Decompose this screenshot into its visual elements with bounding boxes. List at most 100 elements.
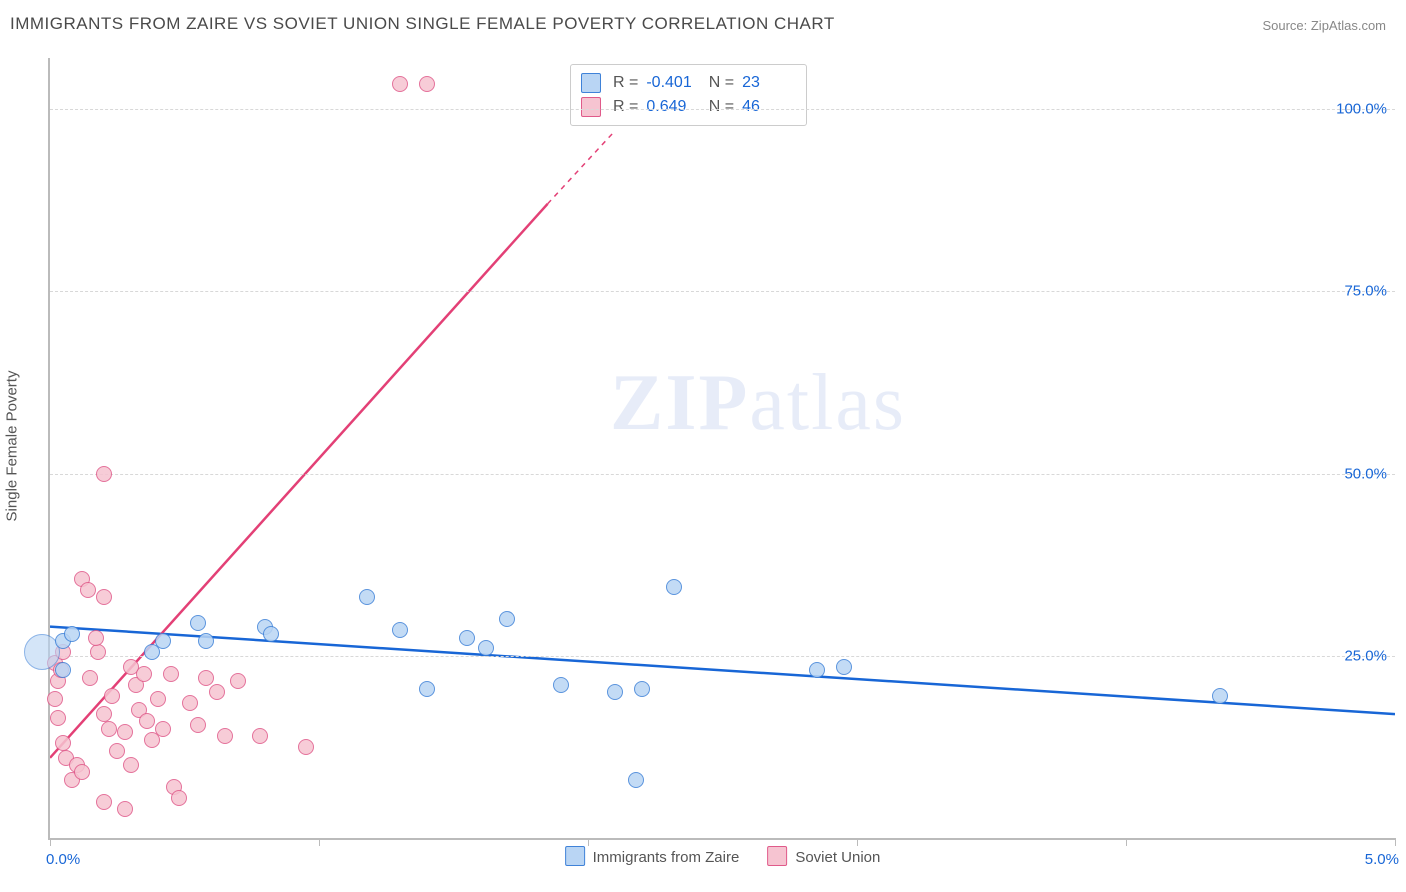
swatch-soviet-icon (767, 846, 787, 866)
scatter-marker-soviet (123, 757, 139, 773)
scatter-marker-zaire (499, 611, 515, 627)
scatter-marker-zaire (478, 640, 494, 656)
stats-n-label: N = (704, 71, 734, 95)
scatter-marker-soviet (139, 713, 155, 729)
legend-item-zaire: Immigrants from Zaire (565, 846, 740, 866)
scatter-marker-soviet (190, 717, 206, 733)
source-attribution: Source: ZipAtlas.com (1262, 18, 1386, 33)
scatter-marker-soviet (136, 666, 152, 682)
scatter-marker-soviet (47, 691, 63, 707)
scatter-marker-zaire (190, 615, 206, 631)
scatter-marker-soviet (171, 790, 187, 806)
legend-bottom: Immigrants from Zaire Soviet Union (565, 846, 881, 866)
scatter-marker-soviet (209, 684, 225, 700)
scatter-marker-zaire (198, 633, 214, 649)
scatter-marker-zaire (359, 589, 375, 605)
x-tick (857, 838, 858, 846)
scatter-marker-soviet (163, 666, 179, 682)
stats-n-value-soviet: 46 (742, 95, 792, 119)
y-tick-label: 50.0% (1344, 465, 1387, 482)
gridline (50, 474, 1395, 475)
scatter-marker-zaire (666, 579, 682, 595)
scatter-marker-soviet (74, 764, 90, 780)
scatter-marker-soviet (217, 728, 233, 744)
trend-line (548, 131, 615, 204)
stats-n-label: N = (704, 95, 734, 119)
legend-label-soviet: Soviet Union (795, 849, 880, 866)
scatter-marker-zaire (1212, 688, 1228, 704)
x-tick-label-min: 0.0% (46, 851, 80, 868)
scatter-marker-soviet (109, 743, 125, 759)
y-tick-label: 100.0% (1336, 101, 1387, 118)
stats-row-soviet: R = 0.649 N = 46 (581, 95, 792, 119)
chart-title: IMMIGRANTS FROM ZAIRE VS SOVIET UNION SI… (10, 14, 835, 34)
scatter-marker-soviet (80, 582, 96, 598)
watermark: ZIPatlas (610, 358, 906, 449)
stats-row-zaire: R = -0.401 N = 23 (581, 71, 792, 95)
scatter-marker-soviet (55, 735, 71, 751)
watermark-atlas: atlas (749, 359, 906, 447)
scatter-marker-soviet (419, 76, 435, 92)
scatter-marker-soviet (104, 688, 120, 704)
scatter-marker-soviet (88, 630, 104, 646)
trend-line (50, 204, 548, 758)
scatter-marker-zaire (607, 684, 623, 700)
scatter-marker-soviet (96, 589, 112, 605)
legend-item-soviet: Soviet Union (767, 846, 880, 866)
stats-r-value-zaire: -0.401 (646, 71, 696, 95)
scatter-marker-soviet (50, 710, 66, 726)
y-tick-label: 75.0% (1344, 283, 1387, 300)
scatter-marker-soviet (155, 721, 171, 737)
trend-line (50, 627, 1395, 714)
scatter-marker-zaire (64, 626, 80, 642)
scatter-marker-soviet (392, 76, 408, 92)
scatter-marker-zaire (634, 681, 650, 697)
swatch-zaire-icon (565, 846, 585, 866)
scatter-marker-zaire (263, 626, 279, 642)
gridline (50, 656, 1395, 657)
scatter-marker-soviet (150, 691, 166, 707)
scatter-marker-soviet (117, 801, 133, 817)
scatter-marker-soviet (298, 739, 314, 755)
scatter-marker-soviet (198, 670, 214, 686)
scatter-marker-soviet (117, 724, 133, 740)
scatter-marker-zaire (628, 772, 644, 788)
scatter-marker-soviet (182, 695, 198, 711)
x-tick (319, 838, 320, 846)
scatter-marker-zaire (553, 677, 569, 693)
stats-r-value-soviet: 0.649 (646, 95, 696, 119)
scatter-marker-soviet (230, 673, 246, 689)
scatter-marker-zaire (836, 659, 852, 675)
gridline (50, 291, 1395, 292)
scatter-marker-soviet (90, 644, 106, 660)
scatter-marker-soviet (101, 721, 117, 737)
swatch-soviet-icon (581, 97, 601, 117)
y-axis-label: Single Female Poverty (4, 371, 21, 522)
scatter-marker-zaire (459, 630, 475, 646)
x-tick (50, 838, 51, 846)
gridline (50, 109, 1395, 110)
x-tick (1395, 838, 1396, 846)
scatter-marker-soviet (96, 466, 112, 482)
legend-label-zaire: Immigrants from Zaire (593, 849, 740, 866)
scatter-marker-soviet (252, 728, 268, 744)
scatter-marker-zaire (155, 633, 171, 649)
stats-box: R = -0.401 N = 23 R = 0.649 N = 46 (570, 64, 807, 126)
stats-r-label: R = (613, 71, 638, 95)
x-tick-label-max: 5.0% (1365, 851, 1399, 868)
scatter-marker-soviet (82, 670, 98, 686)
scatter-marker-zaire (809, 662, 825, 678)
plot-area: ZIPatlas R = -0.401 N = 23 R = 0.649 N =… (48, 58, 1395, 840)
watermark-zip: ZIP (610, 359, 749, 447)
stats-n-value-zaire: 23 (742, 71, 792, 95)
stats-r-label: R = (613, 95, 638, 119)
x-tick (588, 838, 589, 846)
scatter-marker-soviet (96, 794, 112, 810)
scatter-marker-zaire (55, 662, 71, 678)
scatter-marker-zaire (392, 622, 408, 638)
swatch-zaire-icon (581, 73, 601, 93)
y-tick-label: 25.0% (1344, 647, 1387, 664)
x-tick (1126, 838, 1127, 846)
trend-lines-layer (50, 58, 1395, 838)
scatter-marker-zaire (419, 681, 435, 697)
